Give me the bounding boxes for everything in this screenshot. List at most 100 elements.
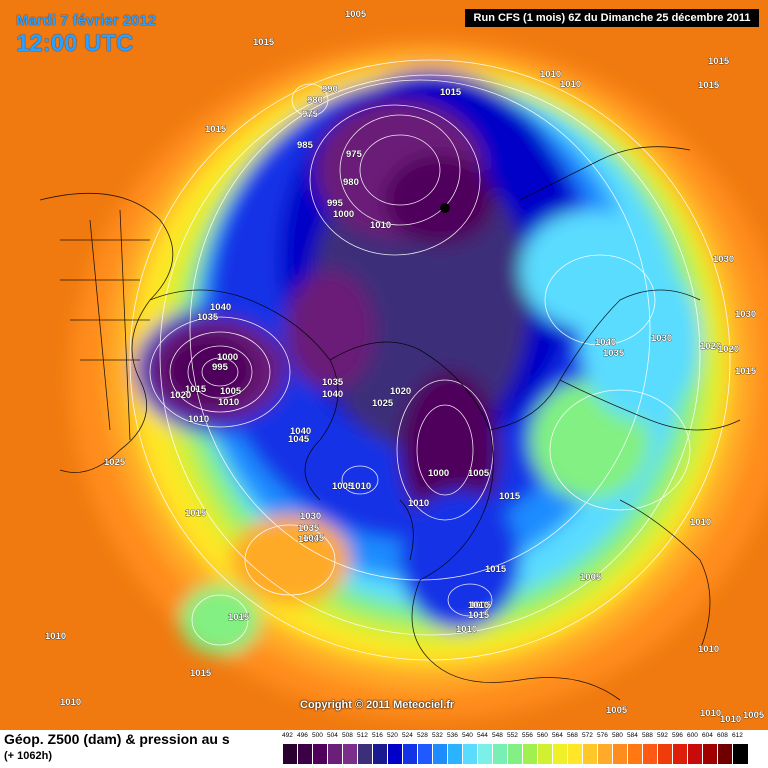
legend-swatch — [672, 744, 688, 764]
footer-title: Géop. Z500 (dam) & pression au s — [4, 731, 230, 747]
pressure-label: 1040 — [322, 389, 343, 400]
legend-swatch — [567, 744, 583, 764]
pressure-label: 1025 — [104, 457, 126, 468]
legend-tick-label: 552 — [507, 732, 518, 739]
pressure-label: 975 — [346, 149, 363, 160]
pressure-label: 1015 — [185, 384, 207, 395]
legend-swatch — [687, 744, 703, 764]
pressure-label: 1010 — [218, 397, 239, 408]
legend-tick-label: 524 — [402, 732, 413, 739]
legend-swatch — [627, 744, 643, 764]
pressure-center-dot — [440, 203, 450, 213]
pressure-label: 1005 — [470, 600, 492, 611]
pressure-label: 995 — [212, 362, 229, 373]
legend-tick-label: 516 — [372, 732, 383, 739]
pressure-label: 1015 — [735, 366, 757, 377]
pressure-label: 1015 — [440, 87, 462, 98]
legend-swatch — [342, 744, 358, 764]
pressure-label: 1005 — [220, 386, 242, 397]
pressure-label: 1035 — [197, 312, 219, 323]
legend-swatch — [282, 744, 298, 764]
legend-swatch — [552, 744, 568, 764]
legend-tick-label: 548 — [492, 732, 503, 739]
pressure-label: 1010 — [408, 498, 429, 509]
legend-tick-label: 576 — [597, 732, 608, 739]
pressure-label: 1005 — [580, 572, 602, 583]
legend-swatch — [657, 744, 673, 764]
legend-tick-label: 544 — [477, 732, 488, 739]
pressure-label: 1010 — [698, 644, 719, 655]
legend-tick-label: 512 — [357, 732, 368, 739]
pressure-label: 1045 — [303, 533, 325, 544]
legend-swatch — [702, 744, 718, 764]
legend-swatch — [462, 744, 478, 764]
pressure-label: 1010 — [468, 600, 489, 611]
pressure-label: 1015 — [485, 564, 507, 575]
legend-tick-label: 496 — [297, 732, 308, 739]
legend-tick-label: 528 — [417, 732, 428, 739]
legend-swatch — [597, 744, 613, 764]
legend-swatch — [507, 744, 523, 764]
legend-swatch — [492, 744, 508, 764]
legend-swatch — [372, 744, 388, 764]
pressure-label: 1010 — [720, 714, 741, 725]
pressure-label: 1010 — [690, 517, 711, 528]
date-label: Mardi 7 février 2012 — [16, 12, 157, 29]
pressure-label: 1000 — [333, 209, 354, 220]
legend-tick-label: 600 — [687, 732, 698, 739]
pressure-label: 1030 — [651, 333, 672, 344]
legend-swatch — [642, 744, 658, 764]
legend-tick-label: 532 — [432, 732, 443, 739]
legend-tick-label: 504 — [327, 732, 338, 739]
legend-swatch — [297, 744, 313, 764]
legend-tick-label: 492 — [282, 732, 293, 739]
legend-tick-label: 612 — [732, 732, 743, 739]
legend-swatch — [417, 744, 433, 764]
pressure-label: 990 — [322, 84, 338, 95]
pressure-label: 1015 — [253, 37, 275, 48]
pressure-label: 1000 — [217, 352, 238, 363]
legend-tick-label: 520 — [387, 732, 398, 739]
legend-swatch — [447, 744, 463, 764]
pressure-label: 975 — [302, 109, 319, 120]
pressure-label: 1010 — [350, 481, 371, 492]
pressure-label: 1020 — [718, 344, 739, 355]
pressure-label: 1040 — [210, 302, 231, 313]
legend-swatch — [312, 744, 328, 764]
legend-swatch — [612, 744, 628, 764]
legend-tick-label: 604 — [702, 732, 713, 739]
legend-swatch — [387, 744, 403, 764]
legend-tick-label: 556 — [522, 732, 533, 739]
pressure-label: 1015 — [205, 124, 227, 135]
pressure-label: 1035 — [322, 377, 344, 388]
pressure-label: 1015 — [228, 612, 250, 623]
pressure-label: 1010 — [540, 69, 561, 80]
legend-tick-label: 508 — [342, 732, 353, 739]
pressure-label: 1010 — [45, 631, 66, 642]
legend-tick-label: 540 — [462, 732, 473, 739]
pressure-label: 1030 — [735, 309, 756, 320]
legend-tick-label: 572 — [582, 732, 593, 739]
pressure-label: 1035 — [298, 523, 320, 534]
pressure-label: 1005 — [743, 710, 765, 721]
legend-tick-label: 564 — [552, 732, 563, 739]
time-label: 12:00 UTC — [16, 30, 134, 57]
pressure-label: 1010 — [188, 414, 209, 425]
legend-swatch — [327, 744, 343, 764]
pressure-label: 1015 — [708, 56, 730, 67]
pressure-label: 1005 — [345, 9, 367, 20]
pressure-label: 1040 — [298, 534, 319, 545]
pressure-label: 1020 — [700, 341, 721, 352]
pressure-label: 1025 — [372, 398, 394, 409]
pressure-label: 1015 — [499, 491, 521, 502]
pressure-label: 1010 — [560, 79, 581, 90]
pressure-label: 1005 — [606, 705, 628, 716]
pressure-label: 1020 — [170, 390, 191, 401]
legend-tick-label: 592 — [657, 732, 668, 739]
pressure-label: 1010 — [456, 624, 477, 635]
pressure-label: 1045 — [288, 434, 310, 445]
legend-tick-label: 580 — [612, 732, 623, 739]
legend-tick-label: 536 — [447, 732, 458, 739]
pressure-label: 1040 — [290, 426, 311, 437]
